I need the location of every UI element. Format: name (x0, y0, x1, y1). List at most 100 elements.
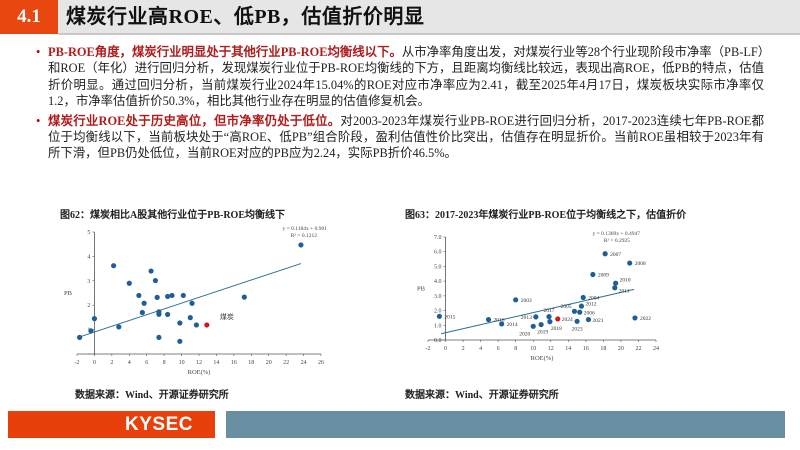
chart2-x-tick-label: -2 (426, 346, 431, 352)
chart1-point (156, 334, 162, 341)
chart2-point-label: 2014 (507, 322, 518, 328)
chart1-x-tick-label: 22 (283, 360, 289, 366)
chart2-point (613, 280, 619, 286)
chart2-y-tick-label: 0.0 (434, 338, 442, 344)
chart1-x-tick-label: 18 (248, 360, 254, 366)
chart2-x-tick-label: 12 (548, 346, 554, 352)
chart1-point (139, 309, 145, 316)
bullet-body: 从市净率角度出发，对煤炭行业等28个行业现阶段市净率（PB-LF）和ROE（年化… (48, 45, 764, 109)
chart1-x-tick-label: 20 (266, 360, 272, 366)
chart2-point (574, 318, 580, 324)
chart2-y-tick-label: 7.0 (434, 235, 442, 241)
chart1-point (77, 334, 83, 341)
chart1-source: 数据来源：Wind、开源证券研究所 (75, 390, 229, 401)
chart2-point (602, 251, 608, 257)
chart2-point-label: 2003 (521, 298, 532, 304)
bullet-icon: • (36, 45, 41, 59)
chart2-point (533, 314, 539, 320)
chart1-x-tick-label: 16 (231, 360, 237, 366)
chart2-point-label: 2018 (551, 326, 562, 332)
chart2-point-label: 2017 (544, 308, 555, 314)
bullet-pb-roe: • PB-ROE角度，煤炭行业明显处于其他行业PB-ROE均衡线以下。从市净率角… (36, 44, 764, 110)
chart2-point (577, 309, 583, 315)
chart2-y-tick-label: 1.0 (434, 323, 442, 329)
chart1-point (177, 320, 183, 326)
chart2-point (632, 315, 638, 321)
chart1-point (126, 280, 132, 286)
chart1-point (111, 263, 117, 269)
chart2-point-label: 2011 (619, 288, 630, 294)
chart1-y-label: PB (64, 290, 73, 297)
chart2-point-label: 2009 (598, 273, 609, 279)
bullet-icon: • (36, 113, 41, 128)
chart1-x-label: ROE(%) (188, 369, 211, 376)
section-number: 4.1 (0, 0, 58, 34)
chart2-x-tick-label: 18 (600, 346, 606, 352)
chart1-x-tick-label: 8 (163, 360, 166, 366)
chart1-y-tick-label: 2 (87, 303, 90, 309)
chart1-point (169, 292, 175, 299)
chart2-x-tick-label: 24 (653, 346, 659, 352)
chart2-point-label: 2013 (521, 315, 532, 321)
chart2-point-label: 2015 (444, 314, 455, 320)
chart2-x-tick-label: 16 (583, 346, 589, 352)
chart2-point-label: 2020 (519, 331, 530, 337)
chart1-point (180, 292, 186, 299)
chart2-trend-equation: y = 0.1369x + 0.4947 (593, 231, 641, 237)
chart1-x-tick-label: 24 (301, 360, 307, 366)
chart2-point-label: 2010 (620, 278, 631, 284)
chart1-trend-r2: R² = 0.1212 (291, 233, 318, 239)
chart1-x-tick-label: 6 (145, 360, 148, 366)
chart2-point-label: 2012 (585, 302, 596, 308)
chart1-y-tick-label: - (88, 352, 90, 358)
chart2-point-label: 2022 (640, 316, 651, 322)
chart1-point (187, 315, 193, 321)
chart2-point (546, 314, 552, 320)
bullet-heading: PB-ROE角度，煤炭行业明显处于其他行业PB-ROE均衡线以下。 (48, 45, 402, 59)
chart1-title: 图62：煤炭相比A股其他行业位于PB-ROE均衡线下 (60, 210, 285, 221)
chart2-point-label: 2024 (562, 317, 573, 323)
chart2-point-label: 2004 (588, 295, 599, 301)
chart1-point (91, 316, 98, 322)
chart1-point (165, 311, 171, 318)
chart1-point (177, 338, 183, 344)
chart1-point (148, 268, 154, 274)
chart1-x-tick-label: -2 (75, 360, 80, 366)
chart2-point (578, 303, 585, 309)
chart2-point-label: 2005 (560, 304, 571, 310)
chart1-point (136, 292, 142, 299)
chart1-point (165, 293, 171, 300)
chart2-x-tick-label: 4 (479, 346, 482, 352)
chart2-y-tick-label: 6.0 (434, 250, 442, 256)
footer-bar (226, 411, 785, 438)
bullet-list: • PB-ROE角度，煤炭行业明显处于其他行业PB-ROE均衡线以下。从市净率角… (36, 44, 764, 165)
chart1-point (141, 300, 147, 306)
bullet-body: 对2003-2023年煤炭行业PB-ROE进行回归分析，2017-2023连续七… (48, 113, 764, 161)
chart2-x-tick-label: 20 (618, 346, 624, 352)
chart2-trend-r2: R² = 0.2925 (604, 238, 631, 244)
chart2-point (499, 321, 505, 327)
chart1-point (154, 294, 160, 300)
chart2-y-tick-label: 2.0 (434, 309, 442, 315)
chart1-point (88, 328, 94, 334)
kysec-logo: KYSEC (8, 411, 215, 438)
header-bar (58, 0, 800, 35)
chart1-point (116, 324, 122, 330)
chart1-point-label: 煤炭 (220, 312, 234, 321)
chart2-source: 数据来源：Wind、开源证券研究所 (405, 390, 559, 401)
chart2-x-tick-label: 10 (530, 346, 536, 352)
chart1-x-tick-label: 4 (128, 360, 131, 366)
chart1-y-tick-label: 5 (87, 230, 90, 236)
chart2-point-label: 2008 (635, 261, 646, 267)
chart1-trend-equation: y = 0.1184x + 0.901 (283, 226, 328, 232)
chart2-y-tick-label: 4.0 (434, 279, 442, 285)
chart2-point (485, 316, 492, 323)
chart2-x-tick-label: 22 (635, 346, 641, 352)
chart2-point-label: 2016 (494, 318, 505, 324)
chart2-point-label: 2023 (572, 326, 583, 332)
chart1-x-tick-label: 10 (179, 360, 185, 366)
chart2-y-tick-label: 3.0 (434, 294, 442, 300)
chart1-x-tick-label: 12 (196, 360, 202, 366)
chart2-point-label: 2019 (537, 330, 548, 336)
